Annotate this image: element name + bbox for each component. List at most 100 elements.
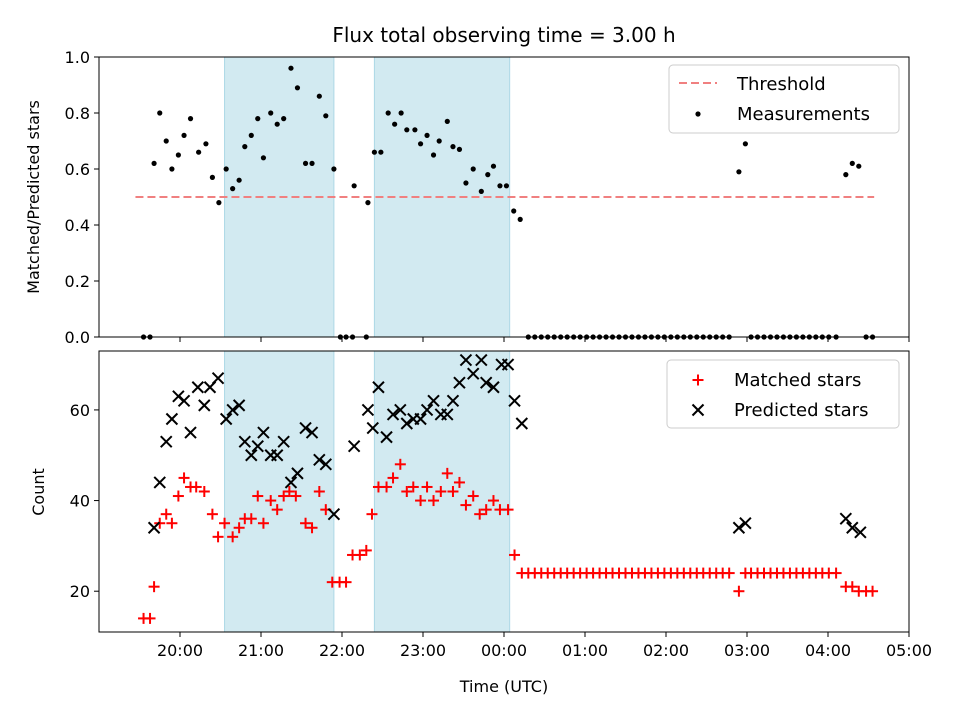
measurement-point (163, 138, 169, 144)
matched-star-point (340, 576, 352, 588)
matched-star-point (166, 517, 178, 529)
predicted-star-point (313, 453, 326, 466)
measurement-point (385, 110, 391, 116)
predicted-star-point (270, 449, 284, 462)
predicted-star-point (347, 439, 361, 453)
predicted-star-point (305, 426, 319, 439)
matched-star-point (354, 549, 366, 561)
measurement-point (378, 149, 384, 155)
measurement-point (485, 172, 491, 178)
matched-star-point (278, 490, 290, 502)
predicted-star-point (732, 521, 746, 534)
predicted-star-point (147, 521, 161, 534)
predicted-star-point (211, 371, 225, 385)
x-stroke (475, 353, 488, 367)
matched-star-point (144, 612, 156, 624)
predicted-star-point (226, 403, 239, 417)
x-stroke (211, 371, 225, 385)
measurement-point (248, 132, 254, 138)
measurement-point (430, 152, 437, 158)
predicted-star-point (177, 394, 191, 408)
matched-star-point (441, 467, 453, 479)
matched-star-point (160, 508, 172, 520)
y-axis-ticks-bottom: 20 40 60 (70, 401, 99, 601)
x-stroke (251, 439, 264, 453)
measurement-point (398, 110, 404, 116)
matched-star-point (271, 504, 283, 516)
matched-star-point (366, 508, 378, 520)
measurement-point (490, 163, 497, 169)
x-stroke (400, 417, 414, 430)
measurement-point (175, 152, 181, 158)
x-stroke (327, 507, 341, 521)
measurement-point (444, 118, 450, 124)
measurement-point (849, 160, 855, 166)
measurement-point (157, 110, 163, 116)
predicted-star-point (446, 394, 460, 408)
predicted-star-point (508, 394, 521, 408)
x-stroke (147, 521, 161, 534)
predicted-star-point (487, 381, 500, 394)
measurement-point (417, 141, 424, 147)
matched-star-point (257, 517, 269, 529)
x-stroke (198, 399, 211, 412)
x-stroke (691, 403, 705, 417)
panel-ratio: 0.0 0.2 0.4 0.6 0.8 1.0 Matched/Predicted sta… (24, 48, 910, 347)
y-tick-label-top: 0.2 (65, 272, 90, 291)
x-stroke (420, 403, 434, 417)
y-axis-label-bottom: Count (29, 468, 48, 516)
legend-frame (668, 64, 900, 134)
x-tick-label: 00:00 (481, 641, 527, 660)
x-stroke (177, 394, 191, 408)
matched-star-point (227, 531, 239, 543)
matched-star-point (421, 481, 433, 493)
measurement-point (742, 141, 748, 147)
matched-star-point (415, 495, 427, 507)
x-stroke (226, 403, 239, 417)
x-stroke (739, 517, 752, 530)
y-tick-label-top: 0.6 (65, 160, 90, 179)
measurement-point (316, 93, 322, 99)
x-stroke (380, 430, 393, 444)
matched-star-point (206, 508, 218, 520)
panel-count: 20 40 60 20:00 21:00 22:00 23:00 00:00 01:00 02:… (29, 350, 932, 696)
matched-star-point (381, 481, 393, 493)
measurement-point (517, 216, 523, 222)
predicted-star-point (501, 358, 515, 371)
matched-star-point (178, 472, 190, 484)
measurement-point (302, 160, 309, 166)
predicted-star-point (219, 412, 233, 426)
x-stroke (372, 381, 385, 394)
predicted-star-point (372, 381, 385, 394)
measurement-point (268, 110, 274, 116)
legend-label-matched: Matched stars (734, 370, 861, 391)
legend-swatch-measurements (695, 111, 701, 117)
measurement-point (511, 208, 517, 214)
x-stroke (467, 367, 480, 380)
x-stroke (165, 412, 179, 426)
x-axis-ticks-bottom: 20:00 21:00 22:00 23:00 00:00 01:00 02:00 03:00… (157, 632, 932, 660)
x-stroke (854, 526, 867, 539)
predicted-star-point (414, 412, 427, 426)
matched-star-point (407, 481, 419, 493)
y-tick-label-top: 0.0 (65, 328, 90, 347)
x-axis-ticks-top (179, 337, 910, 342)
predicted-star-point (257, 426, 270, 439)
measurement-point (255, 116, 261, 122)
y-tick-label-bottom: 40 (70, 492, 90, 511)
predicted-star-point (386, 408, 400, 421)
x-tick-label: 02:00 (643, 641, 689, 660)
y-tick-label-top: 0.8 (65, 104, 90, 123)
predicted-star-point (427, 394, 440, 408)
x-stroke (313, 453, 326, 466)
predicted-star-point (153, 476, 166, 489)
x-stroke (347, 439, 361, 453)
x-stroke (219, 412, 233, 426)
predicted-star-point (839, 512, 853, 525)
matched-star-point (846, 581, 858, 593)
x-stroke (846, 521, 859, 534)
measurement-point (309, 160, 315, 166)
x-stroke (487, 381, 500, 394)
matched-star-point (245, 513, 257, 525)
predicted-star-point (515, 417, 529, 430)
